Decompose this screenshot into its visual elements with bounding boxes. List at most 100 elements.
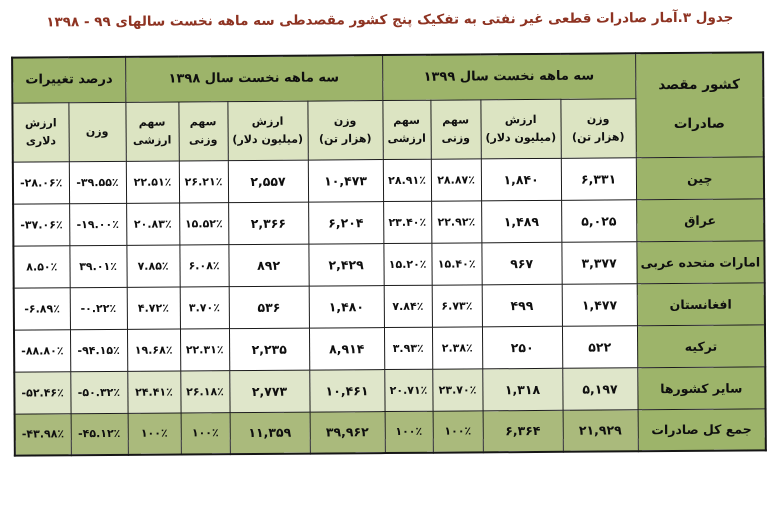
value-cell-value-1398: ۲,۷۷۳ bbox=[229, 369, 310, 413]
value-cell-dollar-value-change: -۳۷.۰۶٪ bbox=[13, 203, 70, 246]
value-cell-value-share-1398: ۴.۷۲٪ bbox=[126, 286, 181, 329]
value-cell-weight-1399: ۶,۳۳۱ bbox=[560, 157, 637, 200]
sub-header-weight-share-1398: سهم وزنی bbox=[178, 101, 228, 161]
table-title: جدول ۳.آمار صادرات قطعی غیر نفتی به تفکی… bbox=[46, 9, 734, 31]
value-cell-dollar-value-change: -۴۳.۹۸٪ bbox=[14, 413, 71, 456]
value-cell-weight-change: ۳۹.۰۱٪ bbox=[69, 244, 127, 288]
sub-header-value-share-1399: سهم ارزشی bbox=[382, 99, 431, 160]
value-cell-weight-1399: ۵,۱۹۷ bbox=[562, 367, 638, 410]
country-cell: عراق bbox=[636, 198, 765, 242]
scanned-page: جدول ۳.آمار صادرات قطعی غیر نفتی به تفکی… bbox=[0, 7, 782, 457]
value-cell-value-1399: ۱,۸۴۰ bbox=[480, 157, 562, 201]
value-cell-weight-share-1398: ۶.۰۸٪ bbox=[179, 244, 229, 287]
value-cell-value-share-1398: ۷.۸۵٪ bbox=[126, 244, 180, 287]
value-cell-weight-share-1398: ۲۶.۱۸٪ bbox=[180, 370, 230, 413]
value-cell-dollar-value-change: ۸.۵۰٪ bbox=[13, 245, 70, 288]
value-cell-weight-1399: ۳,۳۷۷ bbox=[561, 241, 637, 284]
value-cell-value-share-1398: ۱۹.۶۸٪ bbox=[126, 328, 181, 371]
value-cell-weight-share-1398: ۱۰۰٪ bbox=[180, 412, 230, 455]
value-cell-weight-share-1399: ۲.۳۸٪ bbox=[432, 326, 483, 369]
sub-header-value-1399: ارزش (میلیون دلار) bbox=[480, 98, 561, 159]
value-cell-dollar-value-change: -۶.۸۹٪ bbox=[13, 287, 70, 330]
sub-header-value-1398: ارزش (میلیون دلار) bbox=[227, 100, 308, 161]
value-cell-value-1399: ۱,۴۸۹ bbox=[481, 199, 562, 243]
value-cell-dollar-value-change: -۸۸.۸۰٪ bbox=[13, 329, 71, 372]
table-row: افغانستان ۱,۴۷۷ ۴۹۹ ۶.۷۳٪ ۷.۸۴٪ ۱,۴۸۰ ۵۳۶ ۳.۷۰٪… bbox=[13, 282, 766, 330]
value-cell-value-share-1398: ۲۴.۴۱٪ bbox=[127, 370, 181, 413]
value-cell-weight-share-1399: ۲۲.۹۲٪ bbox=[431, 200, 482, 243]
sub-header-weight-1399: وزن (هزار تن) bbox=[560, 98, 636, 158]
value-cell-weight-share-1399: ۱۰۰٪ bbox=[432, 410, 483, 453]
value-cell-weight-1398: ۶,۲۰۴ bbox=[308, 201, 384, 244]
value-cell-weight-1398: ۱۰,۴۷۳ bbox=[307, 159, 384, 202]
value-cell-value-1398: ۲,۵۵۷ bbox=[227, 159, 309, 203]
sub-header-weight-change: وزن bbox=[68, 101, 126, 162]
value-cell-weight-change: -۴۵.۱۲٪ bbox=[70, 412, 128, 456]
value-cell-value-share-1398: ۲۲.۵۱٪ bbox=[125, 160, 180, 203]
sub-header-dollar-value-change: ارزش دلاری bbox=[12, 102, 69, 162]
value-cell-weight-share-1399: ۲۸.۸۷٪ bbox=[430, 158, 482, 201]
value-cell-value-share-1399: ۷.۸۴٪ bbox=[383, 284, 433, 328]
value-cell-weight-share-1398: ۳.۷۰٪ bbox=[179, 286, 230, 329]
group-header-year-1399: سه ماهه نخست سال ۱۳۹۹ bbox=[382, 53, 636, 101]
value-cell-value-1398: ۲,۳۶۶ bbox=[228, 201, 309, 245]
value-cell-weight-change: -۵۰.۳۲٪ bbox=[70, 370, 128, 414]
table-row: عراق ۵,۰۲۵ ۱,۴۸۹ ۲۲.۹۲٪ ۲۳.۴۰٪ ۶,۲۰۴ ۲,۳۶۶ ۱۵.۵… bbox=[13, 198, 765, 246]
value-cell-value-share-1399: ۳.۹۳٪ bbox=[384, 326, 433, 370]
group-header-percent-change: درصد تغییرات bbox=[12, 56, 126, 103]
value-cell-weight-1399: ۵,۰۲۵ bbox=[561, 199, 637, 242]
sub-header-weight-share-1399: سهم وزنی bbox=[430, 99, 481, 159]
value-cell-weight-1399: ۱,۴۷۷ bbox=[561, 283, 638, 326]
value-cell-value-share-1398: ۲۰.۸۳٪ bbox=[126, 202, 180, 245]
country-cell: افغانستان bbox=[636, 282, 766, 326]
value-cell-value-share-1399: ۱۵.۲۰٪ bbox=[383, 242, 432, 286]
table-row: جمع کل صادرات ۲۱,۹۲۹ ۶,۳۶۴ ۱۰۰٪ ۱۰۰٪ ۳۹,۹۶۲ ۱۱… bbox=[14, 408, 766, 456]
value-cell-value-share-1398: ۱۰۰٪ bbox=[127, 412, 181, 455]
value-cell-weight-share-1399: ۶.۷۳٪ bbox=[431, 284, 483, 327]
value-cell-dollar-value-change: -۵۲.۴۶٪ bbox=[14, 371, 71, 414]
sub-header-weight-1398: وزن (هزار تن) bbox=[307, 100, 383, 160]
value-cell-value-1399: ۲۵۰ bbox=[482, 325, 563, 369]
value-cell-value-1399: ۹۶۷ bbox=[481, 241, 562, 285]
country-cell: جمع کل صادرات bbox=[637, 408, 766, 452]
value-cell-value-1398: ۸۹۲ bbox=[228, 243, 309, 287]
table-row: سایر کشورها ۵,۱۹۷ ۱,۳۱۸ ۲۳.۷۰٪ ۲۰.۷۱٪ ۱۰,۴۶۱ ۲… bbox=[14, 366, 766, 414]
value-cell-value-1399: ۱,۳۱۸ bbox=[482, 367, 563, 411]
value-cell-value-1398: ۲,۲۳۵ bbox=[229, 327, 310, 371]
value-cell-value-share-1399: ۲۰.۷۱٪ bbox=[384, 368, 433, 412]
value-cell-value-1399: ۴۹۹ bbox=[481, 283, 563, 327]
group-header-year-1398: سه ماهه نخست سال ۱۳۹۸ bbox=[125, 55, 383, 102]
country-cell: ترکیه bbox=[637, 324, 766, 368]
country-cell: سایر کشورها bbox=[637, 366, 766, 410]
value-cell-weight-1399: ۲۱,۹۲۹ bbox=[562, 409, 638, 452]
corner-header-destination-country: کشور مقصد صادرات bbox=[635, 52, 764, 158]
table-body: چین ۶,۳۳۱ ۱,۸۴۰ ۲۸.۸۷٪ ۲۸.۹۱٪ ۱۰,۴۷۳ ۲,۵۵۷ ۲۶.۲… bbox=[12, 156, 766, 456]
value-cell-weight-1398: ۱,۴۸۰ bbox=[308, 285, 385, 328]
value-cell-value-1398: ۵۳۶ bbox=[228, 285, 310, 329]
country-cell: چین bbox=[635, 156, 765, 200]
value-cell-weight-share-1399: ۲۳.۷۰٪ bbox=[432, 368, 483, 411]
value-cell-weight-1398: ۲,۴۲۹ bbox=[308, 243, 384, 286]
table-row: چین ۶,۳۳۱ ۱,۸۴۰ ۲۸.۸۷٪ ۲۸.۹۱٪ ۱۰,۴۷۳ ۲,۵۵۷ ۲۶.۲… bbox=[12, 156, 765, 204]
value-cell-weight-1399: ۵۲۲ bbox=[562, 325, 638, 368]
value-cell-value-share-1399: ۲۸.۹۱٪ bbox=[382, 158, 432, 202]
value-cell-value-1398: ۱۱,۳۵۹ bbox=[229, 411, 310, 455]
table-row: ترکیه ۵۲۲ ۲۵۰ ۲.۳۸٪ ۳.۹۳٪ ۸,۹۱۴ ۲,۲۳۵ ۲۲.۳۱٪ ۱۹.… bbox=[13, 324, 766, 372]
value-cell-weight-change: -۳۹.۵۵٪ bbox=[68, 160, 127, 204]
value-cell-weight-change: -۱۹.۰۰٪ bbox=[69, 202, 127, 246]
value-cell-weight-1398: ۱۰,۴۶۱ bbox=[309, 369, 385, 412]
value-cell-value-1399: ۶,۳۶۴ bbox=[482, 409, 563, 453]
exports-table: کشور مقصد صادرات سه ماهه نخست سال ۱۳۹۹ س… bbox=[11, 51, 767, 457]
value-cell-weight-share-1398: ۱۵.۵۲٪ bbox=[179, 202, 229, 245]
value-cell-value-share-1399: ۱۰۰٪ bbox=[384, 410, 433, 454]
value-cell-weight-1398: ۳۹,۹۶۲ bbox=[309, 411, 385, 454]
value-cell-weight-1398: ۸,۹۱۴ bbox=[309, 327, 385, 370]
value-cell-value-share-1399: ۲۳.۴۰٪ bbox=[383, 200, 432, 244]
value-cell-weight-share-1398: ۲۶.۲۱٪ bbox=[178, 160, 229, 203]
value-cell-weight-share-1399: ۱۵.۴۰٪ bbox=[431, 242, 482, 285]
group-header-row: کشور مقصد صادرات سه ماهه نخست سال ۱۳۹۹ س… bbox=[12, 52, 764, 158]
value-cell-weight-share-1398: ۲۲.۳۱٪ bbox=[180, 328, 230, 371]
value-cell-dollar-value-change: -۲۸.۰۶٪ bbox=[12, 161, 70, 204]
table-row: امارات متحده عربی ۳,۳۷۷ ۹۶۷ ۱۵.۴۰٪ ۱۵.۲۰٪ ۲,۴… bbox=[13, 240, 765, 288]
sub-header-value-share-1398: سهم ارزشی bbox=[125, 101, 179, 161]
